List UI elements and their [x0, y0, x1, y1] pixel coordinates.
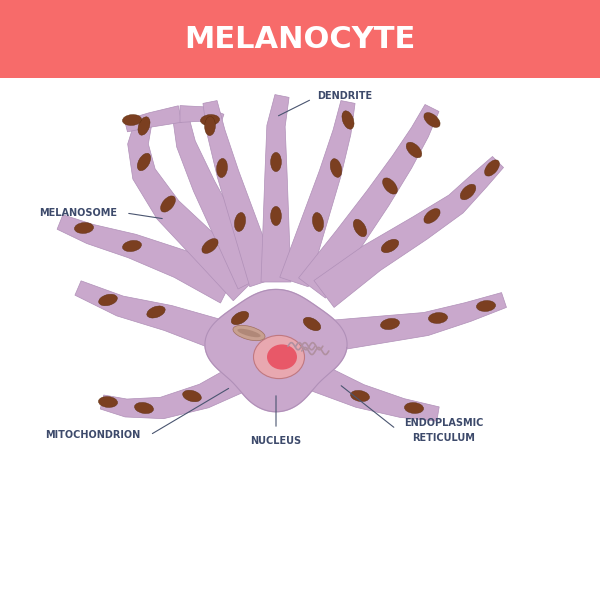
Ellipse shape [271, 206, 281, 226]
Polygon shape [172, 112, 266, 289]
Ellipse shape [235, 212, 245, 232]
Text: MITOCHONDRION: MITOCHONDRION [46, 430, 140, 440]
Ellipse shape [313, 212, 323, 232]
Ellipse shape [74, 223, 94, 233]
Ellipse shape [460, 184, 476, 200]
Ellipse shape [380, 319, 400, 329]
Text: MELANOCYTE: MELANOCYTE [184, 25, 416, 53]
Text: DENDRITE: DENDRITE [317, 91, 373, 101]
Ellipse shape [424, 209, 440, 223]
Ellipse shape [353, 219, 367, 237]
Ellipse shape [476, 301, 496, 311]
Polygon shape [125, 106, 182, 132]
Polygon shape [128, 118, 259, 301]
Ellipse shape [200, 115, 220, 125]
Ellipse shape [271, 152, 281, 172]
Ellipse shape [217, 158, 227, 178]
Ellipse shape [330, 158, 342, 178]
Ellipse shape [161, 196, 175, 212]
Ellipse shape [147, 306, 165, 318]
Ellipse shape [342, 111, 354, 129]
Bar [0, 0, 600, 78]
Text: RETICULUM: RETICULUM [413, 433, 475, 443]
Ellipse shape [202, 239, 218, 253]
Ellipse shape [98, 294, 118, 306]
Ellipse shape [404, 403, 424, 413]
Ellipse shape [424, 113, 440, 127]
Ellipse shape [134, 403, 154, 413]
Ellipse shape [205, 116, 215, 136]
Polygon shape [180, 106, 224, 125]
Ellipse shape [383, 178, 397, 194]
Ellipse shape [98, 397, 118, 407]
Text: MELANOSOME: MELANOSOME [39, 208, 117, 218]
Ellipse shape [122, 241, 142, 251]
Polygon shape [261, 95, 291, 282]
Ellipse shape [406, 142, 422, 158]
Polygon shape [314, 157, 503, 307]
Polygon shape [299, 104, 439, 298]
Ellipse shape [485, 160, 499, 176]
Polygon shape [100, 365, 247, 419]
Ellipse shape [428, 313, 448, 323]
Ellipse shape [381, 239, 399, 253]
Ellipse shape [267, 344, 297, 370]
Ellipse shape [231, 311, 249, 325]
Polygon shape [75, 281, 227, 351]
Ellipse shape [238, 329, 260, 337]
Polygon shape [57, 215, 236, 303]
Ellipse shape [137, 153, 151, 171]
Text: NUCLEUS: NUCLEUS [250, 436, 302, 446]
Polygon shape [280, 101, 355, 287]
Polygon shape [313, 365, 439, 421]
Ellipse shape [182, 390, 202, 402]
Polygon shape [205, 289, 347, 412]
Ellipse shape [303, 317, 321, 331]
Ellipse shape [350, 391, 370, 401]
Text: ENDOPLASMIC: ENDOPLASMIC [404, 418, 484, 428]
Ellipse shape [138, 117, 150, 135]
Ellipse shape [254, 335, 305, 379]
Ellipse shape [122, 115, 142, 125]
Polygon shape [328, 293, 506, 352]
Polygon shape [203, 101, 278, 287]
Ellipse shape [233, 325, 265, 341]
